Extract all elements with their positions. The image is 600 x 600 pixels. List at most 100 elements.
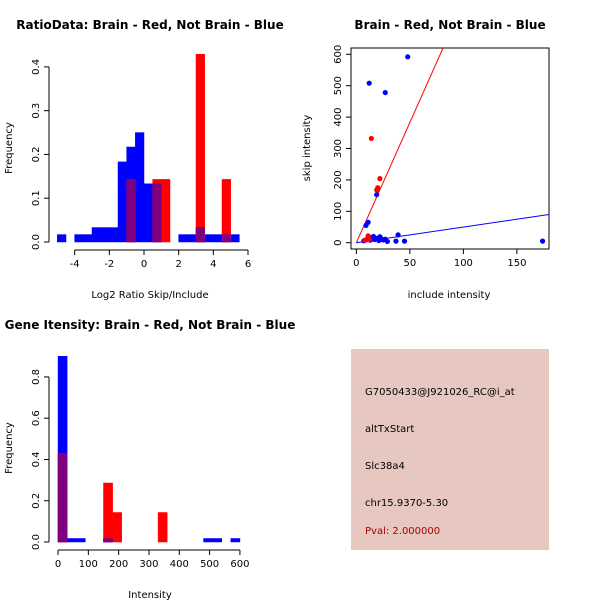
hist1-blue-bar-8 (135, 132, 145, 243)
scatter-x-tick-label: 100 (454, 258, 473, 269)
hist2-y-tick-label: 0.8 (31, 369, 42, 385)
hist1-blue-bar-11 (178, 234, 188, 243)
hist1-y-tick-label: 0.0 (31, 234, 42, 250)
scatter-point-red-2 (374, 187, 380, 193)
hist2-x-tick-label: 0 (55, 559, 61, 570)
scatter-y-tick-label: 600 (333, 45, 344, 64)
scatter-point-blue-3 (374, 192, 380, 198)
hist1-y-tick-label: 0.3 (31, 103, 42, 119)
scatter-y-tick-label: 300 (333, 139, 344, 158)
gene-histogram-ylabel: Frequency (4, 422, 15, 474)
hist2-y-tick-label: 0.0 (31, 534, 42, 550)
scatter-y-tick-label: 100 (333, 202, 344, 221)
scatter-point-red-6 (362, 237, 368, 243)
hist2-x-tick-label: 600 (230, 559, 249, 570)
hist1-y-tick-label: 0.4 (31, 59, 42, 75)
hist1-blue-bar-5 (109, 227, 119, 243)
ratio-histogram-ylabel: Frequency (4, 122, 15, 174)
hist2-red-bar-3 (157, 512, 168, 543)
hist1-overlap-bar-2 (195, 227, 205, 243)
hist2-red-bar-2 (112, 512, 122, 543)
hist1-blue-bar-17 (230, 234, 240, 243)
scatter-point-red-5 (366, 236, 372, 243)
event-type-text: altTxStart (365, 424, 415, 435)
ratio-histogram-xlabel: Log2 Ratio Skip/Include (91, 290, 208, 301)
scatter-point-red-3 (377, 176, 383, 182)
scatter-point-blue-0 (405, 54, 411, 60)
scatter-point-blue-2 (382, 89, 388, 96)
hist1-red-bar-2 (161, 179, 171, 243)
hist2-y-tick-label: 0.6 (31, 410, 42, 426)
scatter-point-blue-23 (377, 234, 383, 240)
scatter-y-tick-label: 200 (333, 170, 344, 189)
hist2-blue-bar-1 (66, 538, 77, 543)
hist1-x-tick-label: 2 (175, 259, 181, 270)
scatter-point-blue-17 (384, 238, 390, 245)
ratio-histogram-bars (57, 53, 240, 243)
hist2-blue-bar-5 (212, 538, 222, 543)
scatter-x-tick-label: 150 (507, 258, 526, 269)
scatter-y-tick-label: 400 (333, 108, 344, 127)
hist1-blue-bar-3 (91, 227, 101, 243)
hist2-blue-bar-2 (75, 538, 86, 543)
scatter-point-blue-1 (366, 80, 372, 86)
scatter-axes: 0 50 100 150 0 100 200 300 400 500 600 (333, 45, 526, 269)
scatter-fit-line-blue (356, 213, 549, 244)
hist2-x-tick-label: 500 (200, 559, 219, 570)
hist1-x-tick-label: -2 (104, 259, 114, 270)
gene-histogram-title: Gene Itensity: Brain - Red, Not Brain - … (5, 318, 296, 332)
hist2-blue-bar-6 (230, 538, 241, 543)
hist1-blue-bar-15 (213, 234, 223, 243)
hist1-overlap-bar-0 (126, 179, 136, 243)
scatter-points (361, 54, 546, 245)
hist2-x-tick-label: 300 (139, 559, 158, 570)
hist1-x-tick-label: 4 (210, 259, 216, 270)
scatter-point-blue-18 (393, 238, 399, 244)
hist2-y-tick-label: 0.2 (31, 493, 42, 509)
ratio-histogram-axes: -4 -2 0 2 4 6 0.0 0.1 0.2 0.3 0.4 (31, 59, 251, 270)
hist2-red-bar-1 (103, 482, 113, 543)
hist1-y-tick-label: 0.1 (31, 190, 42, 206)
scatter-x-tick-label: 50 (403, 258, 416, 269)
hist1-x-tick-label: -4 (70, 259, 80, 270)
hist1-red-bar-4 (221, 179, 231, 243)
hist1-blue-bar-1 (74, 234, 84, 243)
scatter-point-blue-5 (363, 222, 369, 229)
hist2-overlap-bar-0 (57, 453, 68, 543)
pvalue-text: Pval: 2.000000 (365, 526, 441, 537)
scatter-point-blue-20 (401, 238, 408, 244)
scatter-point-red-0 (368, 135, 374, 142)
gene-intensity-histogram: Gene Itensity: Brain - Red, Not Brain - … (4, 318, 295, 600)
hist2-x-tick-label: 100 (79, 559, 98, 570)
location-text: chr15.9370-5.30 (365, 498, 449, 509)
gene-histogram-axes: 0 100 200 300 400 500 600 0.0 0.2 0.4 0.6 0.8 (31, 369, 249, 570)
scatter-y-tick-label: 0 (333, 240, 344, 246)
hist1-blue-bar-2 (83, 234, 93, 243)
scatter-title: Brain - Red, Not Brain - Blue (354, 18, 545, 32)
intensity-scatter: Brain - Red, Not Brain - Blue skip inten… (302, 18, 550, 301)
scatter-y-tick-label: 500 (333, 76, 344, 95)
scatter-fit-lines (355, 48, 549, 244)
scatter-point-blue-22 (370, 233, 377, 240)
hist1-blue-bar-0 (57, 234, 67, 243)
scatter-point-blue-19 (395, 232, 401, 238)
hist2-y-tick-label: 0.4 (31, 452, 42, 468)
hist1-blue-bar-4 (100, 227, 110, 243)
probe-id-text: G7050433@J921026_RC@i_at (365, 387, 515, 398)
hist1-blue-bar-12 (187, 234, 197, 243)
scatter-point-blue-21 (539, 238, 546, 244)
scatter-x-tick-label: 0 (353, 258, 359, 269)
hist2-overlap-bar-1 (103, 538, 113, 543)
gene-histogram-xlabel: Intensity (128, 590, 172, 600)
hist2-x-tick-label: 400 (170, 559, 189, 570)
gene-histogram-bars (57, 356, 241, 543)
gene-name-text: Slc38a4 (365, 461, 405, 472)
hist1-x-tick-label: 0 (141, 259, 147, 270)
scatter-xlabel: include intensity (408, 290, 491, 301)
info-panel: G7050433@J921026_RC@i_at altTxStart Slc3… (351, 349, 549, 550)
hist2-blue-bar-4 (203, 538, 213, 543)
hist1-y-tick-label: 0.2 (31, 146, 42, 162)
hist1-red-bar-3 (195, 53, 205, 243)
